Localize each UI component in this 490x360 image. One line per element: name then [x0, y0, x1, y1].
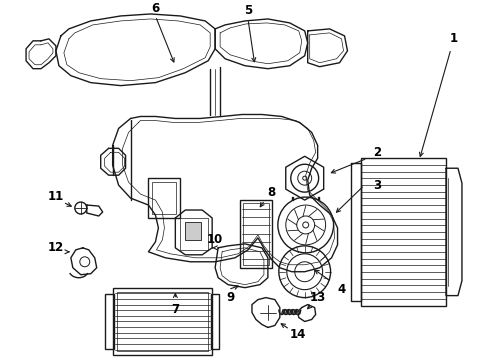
- Text: 7: 7: [172, 303, 179, 316]
- Text: 5: 5: [244, 4, 252, 18]
- Text: 10: 10: [207, 233, 223, 246]
- Text: 2: 2: [373, 146, 381, 159]
- Text: 13: 13: [310, 291, 326, 304]
- Text: 12: 12: [48, 241, 64, 255]
- Bar: [240, 200, 272, 268]
- Bar: [152, 182, 176, 214]
- Bar: [117, 292, 208, 351]
- Bar: [243, 203, 269, 265]
- Text: 8: 8: [268, 186, 276, 199]
- Text: 14: 14: [290, 328, 306, 341]
- Text: 9: 9: [226, 291, 234, 304]
- Text: 11: 11: [48, 190, 64, 203]
- Text: 1: 1: [450, 32, 458, 45]
- Text: 4: 4: [338, 283, 345, 296]
- Text: 6: 6: [151, 3, 160, 15]
- Bar: [113, 288, 212, 355]
- Bar: [148, 178, 180, 218]
- Bar: [362, 158, 446, 306]
- Text: 3: 3: [373, 179, 381, 192]
- Bar: [185, 222, 201, 240]
- Bar: [211, 294, 219, 349]
- Bar: [105, 294, 114, 349]
- Bar: [180, 218, 208, 250]
